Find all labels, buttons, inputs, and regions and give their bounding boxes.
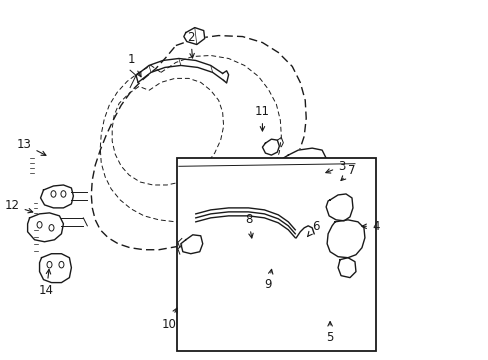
Polygon shape [27, 213, 63, 242]
Text: 10: 10 [161, 308, 177, 330]
Text: 14: 14 [39, 269, 54, 297]
Text: 5: 5 [326, 321, 333, 343]
Text: 2: 2 [187, 31, 194, 58]
Polygon shape [262, 139, 279, 155]
Text: 7: 7 [340, 164, 355, 180]
Text: 1: 1 [127, 53, 141, 77]
Polygon shape [248, 170, 290, 182]
Polygon shape [245, 182, 260, 196]
Polygon shape [326, 220, 364, 258]
Text: 13: 13 [17, 138, 46, 156]
Polygon shape [40, 254, 71, 283]
Polygon shape [41, 185, 73, 208]
Text: 4: 4 [361, 220, 379, 233]
Text: 8: 8 [244, 213, 253, 238]
Polygon shape [281, 148, 325, 182]
Text: 6: 6 [307, 220, 319, 237]
Text: 9: 9 [264, 269, 272, 292]
Text: 12: 12 [5, 199, 33, 213]
Polygon shape [325, 194, 352, 221]
Bar [177, 158, 375, 351]
Polygon shape [337, 258, 355, 278]
Text: 11: 11 [254, 105, 269, 131]
Polygon shape [183, 28, 204, 45]
Polygon shape [181, 235, 203, 254]
Text: 3: 3 [325, 160, 345, 173]
